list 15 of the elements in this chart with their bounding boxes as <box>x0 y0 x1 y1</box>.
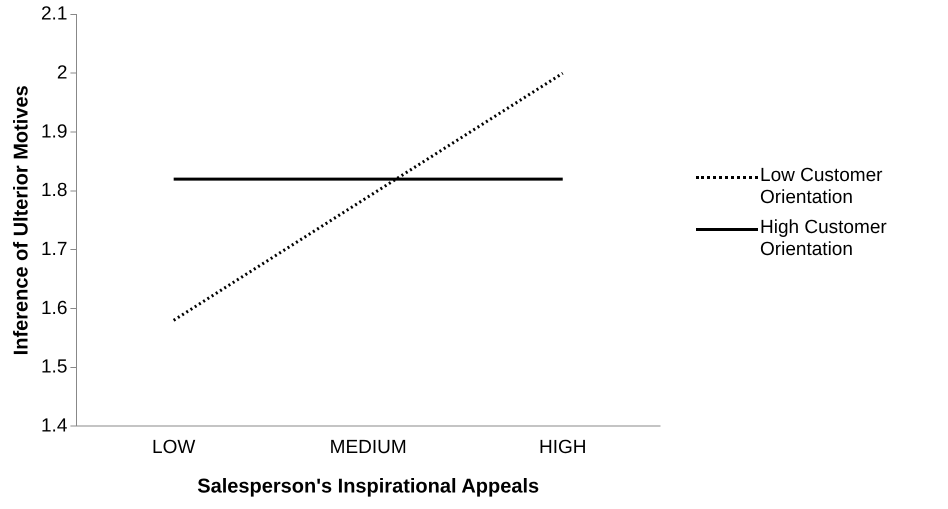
x-axis-title: Salesperson's Inspirational Appeals <box>197 476 540 498</box>
x-tick-label: LOW <box>152 436 196 458</box>
y-tick-label: 1.9 <box>40 121 68 142</box>
x-tick-label: MEDIUM <box>330 436 407 458</box>
y-tick-label: 2.1 <box>40 4 68 25</box>
legend-label: High Customer Orientation <box>760 217 888 261</box>
x-tick-label: HIGH <box>538 436 586 458</box>
y-tick-label: 1.5 <box>40 356 68 378</box>
legend-label: Low Customer Orientation <box>760 165 884 209</box>
y-tick-label: 1.4 <box>40 415 68 436</box>
y-tick-label: 2 <box>56 62 68 84</box>
y-axis-title: Inference of Ulterior Motives <box>10 85 33 356</box>
y-tick-label: 1.6 <box>40 298 68 319</box>
y-tick-label: 1.7 <box>40 238 68 260</box>
y-tick-label: 1.8 <box>40 180 68 202</box>
